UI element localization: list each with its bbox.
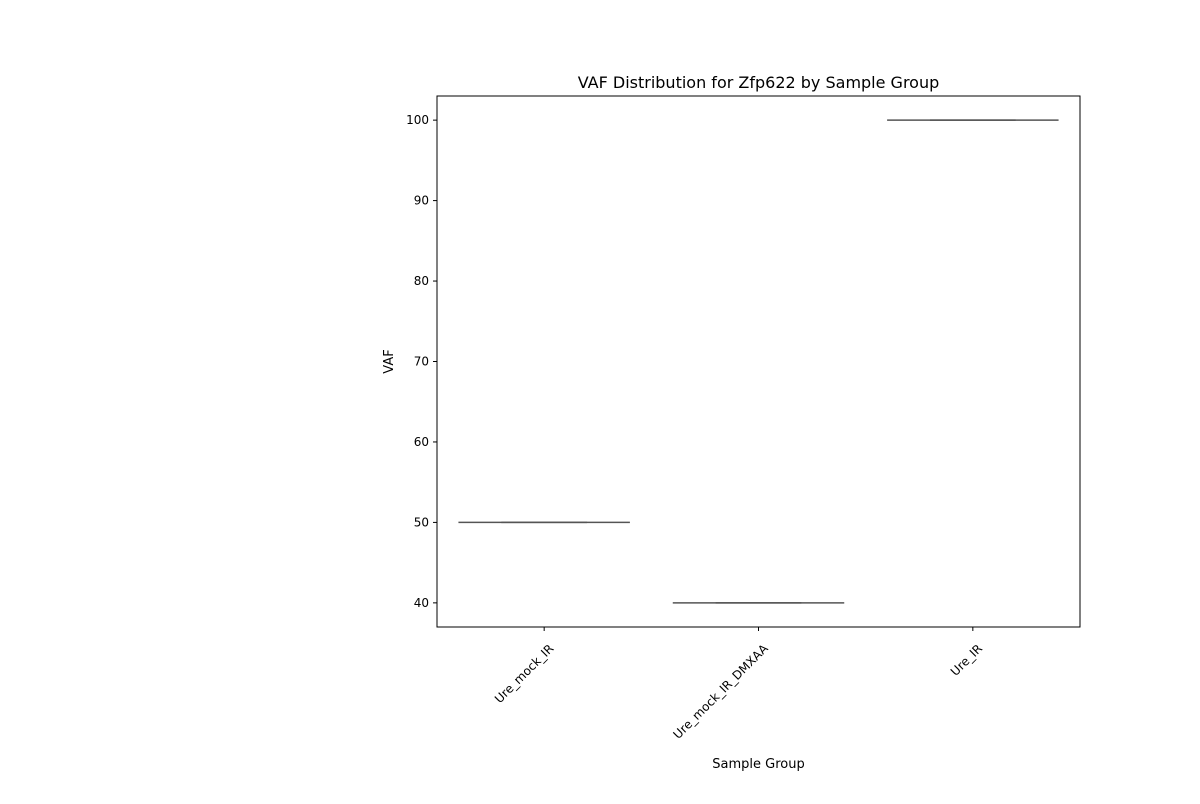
y-tick-label: 50	[414, 515, 429, 529]
y-axis-label: VAF	[382, 349, 397, 373]
x-tick-label: Ure_mock_IR	[492, 641, 557, 706]
box-marks	[458, 119, 1059, 604]
x-tick-label: Ure_IR	[948, 641, 985, 678]
x-axis-label: Sample Group	[712, 757, 804, 772]
y-tick-label: 70	[414, 355, 429, 369]
x-axis: Ure_mock_IR Ure_mock_IR_DMXAA Ure_IR	[492, 627, 985, 742]
y-tick-label: 60	[414, 435, 429, 449]
plot-area-frame	[436, 95, 1081, 628]
y-tick-label: 40	[414, 596, 429, 610]
y-tick-label: 100	[406, 113, 429, 127]
y-tick-label: 80	[414, 274, 429, 288]
chart-title: VAF Distribution for Zfp622 by Sample Gr…	[578, 73, 940, 92]
y-axis: 40 50 60 70 80 90 100	[406, 113, 437, 610]
x-tick-label: Ure_mock_IR_DMXAA	[671, 641, 772, 742]
y-tick-label: 90	[414, 194, 429, 208]
